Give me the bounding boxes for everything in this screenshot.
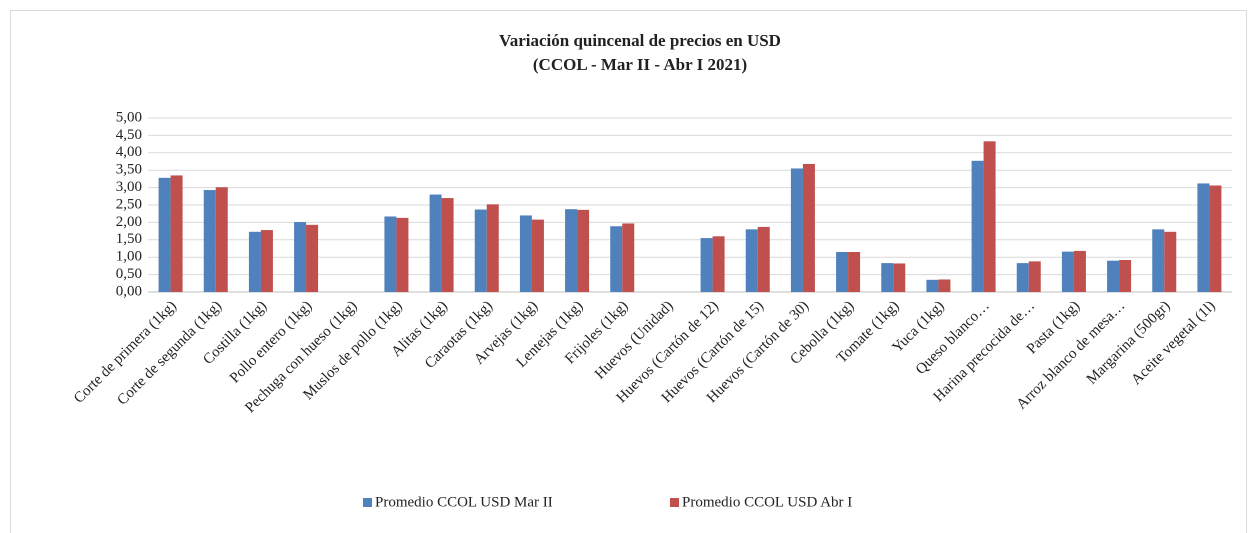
bar [306,224,319,292]
y-tick-label: 1,00 [116,249,142,265]
bar [260,230,273,292]
bar [757,226,770,292]
y-tick-label: 3,00 [116,179,142,195]
y-tick-label: 0,00 [116,283,142,299]
y-tick-label: 2,50 [116,196,142,212]
bar [983,141,996,292]
x-tick-label: Aceite vegetal (1l) [1128,298,1218,388]
bar [215,187,228,292]
legend-label: Promedio CCOL USD Abr I [682,494,852,510]
legend-swatch [363,498,372,507]
bar [1197,183,1210,292]
bar [802,163,815,292]
bar [577,209,590,292]
bar [745,229,758,292]
bar [1061,251,1074,292]
bar [203,190,216,292]
y-tick-label: 4,50 [116,127,142,143]
bar [836,251,849,292]
bar [486,204,499,292]
bar [1152,229,1165,292]
bar [1119,259,1132,292]
bar [441,198,454,292]
x-tick-label: Huevos (Unidad) [592,298,677,383]
x-tick-label: Pollo entero (1kg) [227,298,315,386]
y-tick-label: 1,50 [116,231,142,247]
bar [893,263,906,292]
bar [396,217,409,292]
bar [790,168,803,292]
bar [1028,261,1041,292]
y-tick-label: 2,00 [116,214,142,230]
bar [622,223,635,292]
chart-title: Variación quincenal de precios en USD [499,31,781,50]
y-tick-label: 3,50 [116,162,142,178]
chart-subtitle: (CCOL - Mar II - Abr I 2021) [533,55,747,74]
bar [158,177,171,292]
legend-swatch [670,498,679,507]
bar [519,215,532,292]
bar [474,209,487,292]
bar [565,209,578,292]
bar [926,279,939,292]
bar [700,238,713,292]
y-tick-label: 4,00 [116,144,142,160]
y-tick-label: 0,50 [116,266,142,282]
bar [1164,231,1177,292]
bar [170,175,183,292]
bar [971,160,984,292]
bar [1073,250,1086,292]
bar [1016,263,1029,292]
bar [429,194,442,292]
bar [610,226,623,292]
bar [248,231,261,292]
bar [531,219,544,292]
bar [848,251,861,292]
bar [384,216,397,292]
bar [881,263,894,292]
chart-border [10,10,1247,533]
legend-label: Promedio CCOL USD Mar II [375,494,553,510]
bar [712,236,725,292]
x-tick-label: Margarina (500gr) [1084,298,1174,388]
bar [1107,260,1120,292]
bar [938,279,951,292]
bar [294,222,307,292]
bar [1209,185,1222,292]
y-tick-label: 5,00 [116,109,142,125]
